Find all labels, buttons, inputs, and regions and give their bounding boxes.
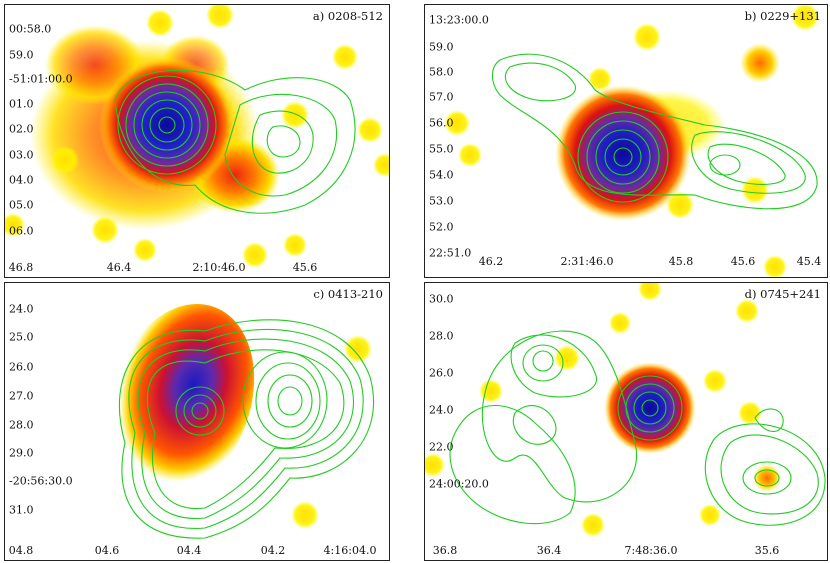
y-tick-label: 58.0	[429, 65, 454, 79]
x-tick-label: 04.2	[260, 544, 286, 557]
x-tick-label: 04.8	[8, 544, 34, 557]
y-tick-label: 22.0	[429, 440, 454, 454]
x-tick-label: 45.8	[668, 255, 694, 268]
x-tick-label: 45.4	[796, 255, 822, 268]
xray-image-c	[105, 304, 375, 539]
x-tick-label: 7:48:36.0	[624, 544, 678, 557]
y-tick-label: 56.0	[429, 116, 454, 130]
x-tick-label: 46.4	[106, 261, 132, 274]
x-tick-label: 45.6	[730, 255, 756, 268]
x-tick-label: 2:10:46.0	[192, 261, 246, 274]
xray-image-d	[425, 283, 826, 537]
y-tick-label: 31.0	[9, 503, 34, 517]
y-tick-label: 28.0	[9, 418, 34, 432]
y-tick-label: 24:00:20.0	[429, 477, 489, 491]
y-tick-label: 27.0	[9, 389, 34, 403]
y-tick-label: 57.0	[429, 90, 454, 104]
y-tick-label: 54.0	[429, 168, 454, 182]
x-tick-label: 45.6	[292, 261, 318, 274]
xray-image-b	[444, 5, 819, 277]
y-tick-label: 28.0	[429, 329, 454, 343]
y-tick-label: 53.0	[429, 194, 454, 208]
x-tick-label: 04.6	[94, 544, 120, 557]
panel-c-title: c) 0413-210	[313, 287, 383, 301]
panel-a: a) 0208-512 00:58.0 59.0 -51:01:00.0 01.…	[4, 4, 390, 278]
x-tick-label: 2:31:46.0	[560, 255, 614, 268]
x-tick-label: 4:16:04.0	[323, 544, 377, 557]
panel-d: d) 0745+241 30.0 28.0 26.0 24.0 22.0 24:…	[424, 282, 828, 561]
x-tick-label: 36.8	[432, 544, 458, 557]
y-tick-label: 29.0	[9, 446, 34, 460]
y-tick-label: 04.0	[9, 173, 34, 187]
y-tick-label: 24.0	[429, 403, 454, 417]
y-tick-label: 05.0	[9, 198, 34, 212]
y-tick-label: -51:01:00.0	[9, 72, 73, 86]
y-tick-label: 13:23:00.0	[429, 13, 489, 27]
y-tick-label: 25.0	[9, 330, 34, 344]
y-tick-label: 55.0	[429, 142, 454, 156]
x-tick-label: 36.4	[536, 544, 562, 557]
y-tick-label: -20:56:30.0	[9, 474, 73, 488]
y-tick-label: 24.0	[9, 302, 34, 316]
xray-image-a	[5, 5, 389, 268]
y-tick-label: 30.0	[429, 292, 454, 306]
y-tick-label: 01.0	[9, 97, 34, 111]
y-tick-label: 59.0	[9, 48, 34, 62]
panel-d-title: d) 0745+241	[744, 287, 821, 301]
y-tick-label: 02.0	[9, 122, 34, 136]
panel-a-title: a) 0208-512	[312, 9, 383, 23]
y-tick-label: 59.0	[429, 40, 454, 54]
y-tick-label: 06.0	[9, 224, 34, 238]
panel-c: c) 0413-210 24.0 25.0 26.0 27.0 28.0 29.…	[4, 282, 390, 561]
y-tick-label: 03.0	[9, 148, 34, 162]
panel-b: b) 0229+131 13:23:00.0 59.0 58.0 57.0 56…	[424, 4, 828, 278]
x-tick-label: 35.6	[754, 544, 780, 557]
y-tick-label: 26.0	[429, 366, 454, 380]
x-tick-label: 46.8	[8, 261, 34, 274]
y-tick-label: 26.0	[9, 360, 34, 374]
panel-b-title: b) 0229+131	[744, 9, 821, 23]
y-tick-label: 00:58.0	[9, 22, 52, 36]
x-tick-label: 04.4	[176, 544, 202, 557]
y-tick-label: 52.0	[429, 220, 454, 234]
y-tick-label: 22:51.0	[429, 246, 472, 260]
x-tick-label: 46.2	[478, 255, 504, 268]
